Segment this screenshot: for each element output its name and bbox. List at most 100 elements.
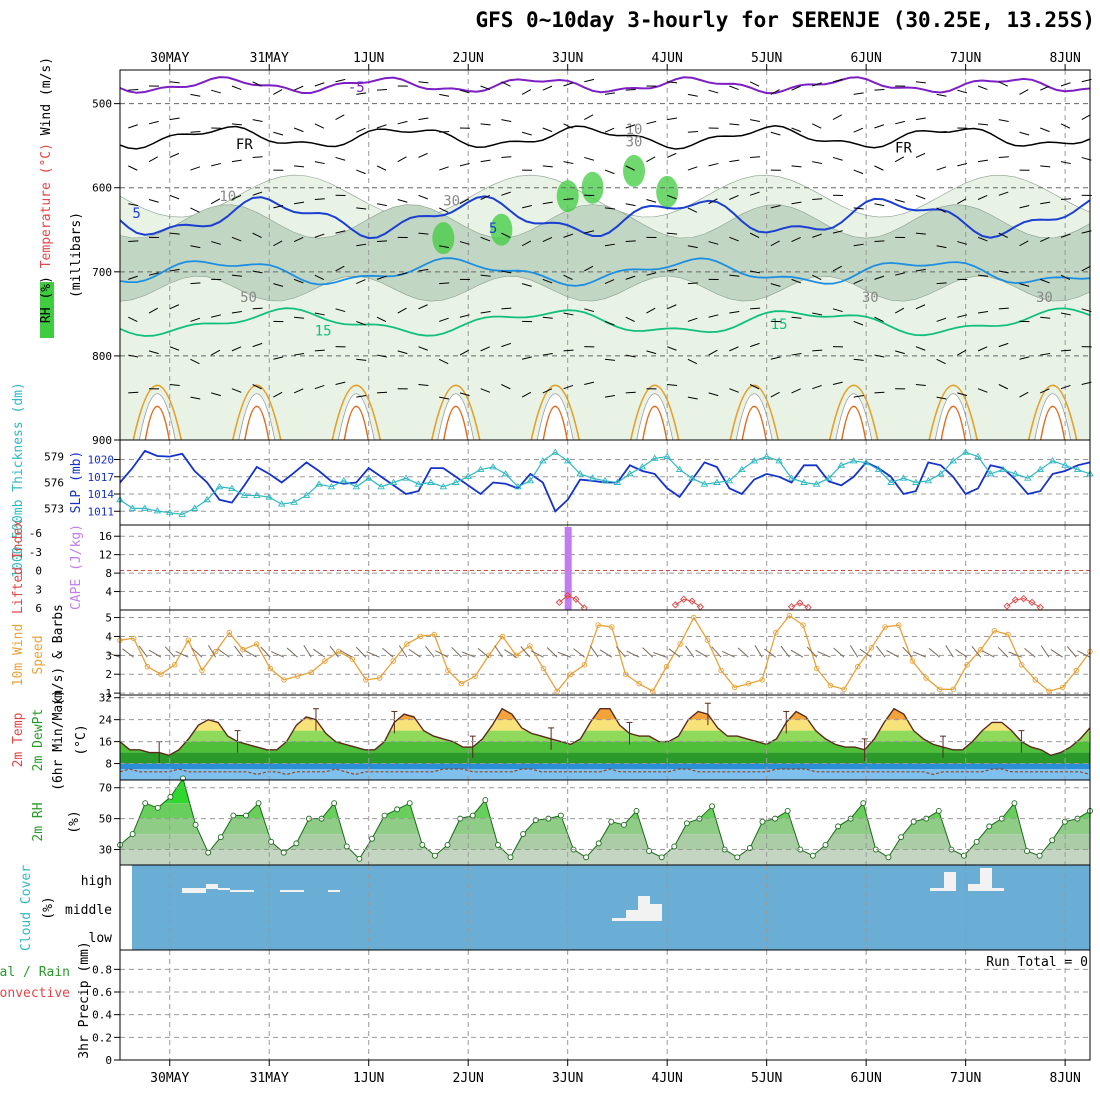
thickness-point-32 <box>514 482 522 490</box>
upper-wind-barb-345 <box>915 194 926 200</box>
thickness-tick-label-2: 573 <box>44 502 64 515</box>
upper-wind-barb-240 <box>666 304 677 310</box>
temperature-band-3 <box>120 730 1090 742</box>
cloud-ylabel-part-0: Cloud Cover <box>19 865 34 951</box>
rh2m-point-1 <box>129 831 136 838</box>
upper-wind-barb-51 <box>231 310 242 314</box>
upper-wind-barb-73 <box>293 127 304 133</box>
temp0-contour <box>119 257 1091 287</box>
rh2m-point-10 <box>243 812 249 819</box>
rh2m-point-45 <box>683 820 690 827</box>
cloud-high-block-10 <box>992 888 1004 891</box>
rh2m-point-42 <box>646 848 653 855</box>
upper-wind-barb-224 <box>625 391 636 394</box>
upper-wind-barb-276 <box>750 307 761 310</box>
thickness-point-65 <box>924 476 933 484</box>
wind10m-barb-23 <box>425 646 435 658</box>
upper-wind-barb-334 <box>895 120 905 125</box>
cloud-middle-block-3 <box>650 904 662 921</box>
upper-wind-barb-188 <box>542 388 553 394</box>
upper-wind-barb-183 <box>542 201 553 205</box>
thickness-point-18 <box>340 476 348 484</box>
precip-y-tick-label-2: 0.4 <box>92 1009 112 1022</box>
upper-wind-barb-269 <box>729 388 739 393</box>
upper-wind-barb-194 <box>563 274 573 281</box>
wind10m-barb-64 <box>981 650 995 658</box>
wind10m-barb-37 <box>615 646 626 658</box>
wind10m-barb-43 <box>695 649 708 658</box>
upper-wind-barb-342 <box>915 81 926 84</box>
upper-wind-barb-328 <box>874 240 885 243</box>
upper-wind-barb-94 <box>335 230 346 234</box>
thickness-point-74 <box>1036 465 1045 473</box>
upper-wind-barb-22 <box>169 232 180 235</box>
wind10m-ylabel-2-part-0: Speed <box>31 635 46 674</box>
upper-wind-barb-181 <box>542 127 553 133</box>
upper-wind-barb-386 <box>998 384 1009 390</box>
upper-wind-barb-284 <box>770 283 781 287</box>
wind10m-barb-50 <box>790 649 804 658</box>
upper-wind-barb-54 <box>252 81 262 87</box>
temp20-contour-8 <box>928 384 978 441</box>
wind10m-barb-59 <box>912 651 927 658</box>
bottom-date-label-9: 8JUN <box>1049 1071 1080 1086</box>
rh2m-point-55 <box>809 852 816 859</box>
wind10m-point-8 <box>226 629 233 636</box>
thickness-point-73 <box>1024 474 1032 481</box>
bottom-date-label-6: 5JUN <box>751 1071 782 1086</box>
wind10m-barb-42 <box>685 645 695 658</box>
upper-wind-barb-283 <box>770 240 780 247</box>
upper-wind-barb-142 <box>438 358 449 365</box>
wind10m-point-7 <box>212 648 219 655</box>
wind10m-point-59 <box>923 675 929 681</box>
upper-wind-barb-277 <box>749 342 760 348</box>
rh2m-point-61 <box>885 854 892 861</box>
cloud-high-block-2 <box>218 888 230 890</box>
rh2m-point-52 <box>772 815 779 822</box>
li-point-7 <box>696 603 704 611</box>
upper-wind-barb-62 <box>252 384 262 390</box>
upper-wind-barb-209 <box>604 169 615 175</box>
upper-wind-barb-186 <box>542 316 553 319</box>
rh2m-point-35 <box>557 812 564 819</box>
wind10m-barb-38 <box>626 650 640 658</box>
boundary-layer-dome-3 <box>437 393 475 441</box>
thickness-point-12 <box>265 493 274 500</box>
upper-wind-barb-408 <box>1060 198 1071 200</box>
wind10m-point-36 <box>609 624 615 630</box>
upper-wind-barb-120 <box>397 199 408 203</box>
wind10m-barb-65 <box>997 646 1009 658</box>
upper-wind-barb-1 <box>128 124 138 129</box>
upper-wind-barb-189 <box>563 82 574 87</box>
upper-wind-barb-81 <box>314 82 325 87</box>
upper-wind-barb-305 <box>812 384 822 390</box>
thickness-point-58 <box>837 461 846 468</box>
thickness-point-43 <box>650 454 659 461</box>
upper-wind-barb-58 <box>252 232 262 238</box>
upper-wind-barb-199 <box>584 114 594 121</box>
upper-wind-barb-162 <box>501 81 511 87</box>
upper-wind-barb-49 <box>231 236 242 242</box>
upper-wind-barb-131 <box>418 268 429 272</box>
contour-label-7: 10 <box>219 189 236 205</box>
upper-wind-barb-317 <box>853 169 864 175</box>
thickness-point-40 <box>613 478 622 485</box>
wind10m-point-3 <box>158 671 164 677</box>
cloud-high-block-6 <box>930 888 954 891</box>
upper-wind-barb-82 <box>314 123 325 129</box>
wind10m-barb-47 <box>754 644 763 658</box>
temp25-contour-8 <box>940 405 966 441</box>
upper-wind-barb-288 <box>791 85 801 91</box>
cloud-high-block-1 <box>206 884 218 889</box>
upper-wind-barb-390 <box>1019 205 1030 209</box>
upper-wind-barb-127 <box>418 117 429 121</box>
rh2m-point-20 <box>368 835 375 842</box>
upper-wind-barb-11 <box>148 156 159 163</box>
upper-wind-barb-165 <box>501 191 511 196</box>
top-date-label-8: 7JUN <box>950 51 981 66</box>
wind10m-point-62 <box>964 662 970 668</box>
temp20-contour-5 <box>629 384 680 441</box>
wind10m-point-64 <box>991 628 998 634</box>
wind10m-barb-2 <box>138 645 148 658</box>
upper-wind-barb-220 <box>625 240 636 243</box>
